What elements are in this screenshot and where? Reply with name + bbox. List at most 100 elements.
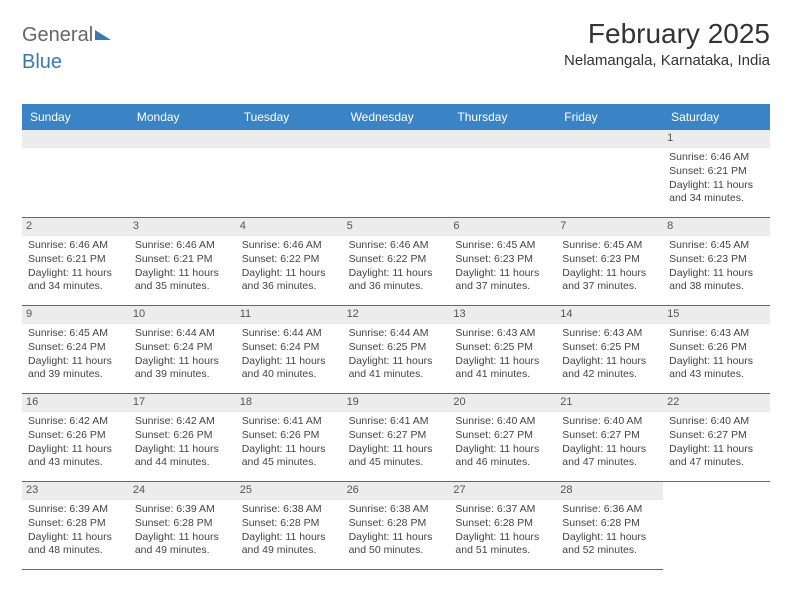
empty-cell — [22, 130, 129, 218]
weekday-wednesday: Wednesday — [343, 104, 450, 130]
sunset-text: Sunset: 6:26 PM — [669, 341, 764, 354]
sunset-text: Sunset: 6:21 PM — [135, 253, 230, 266]
weekday-thursday: Thursday — [449, 104, 556, 130]
day-content: Sunrise: 6:41 AMSunset: 6:26 PMDaylight:… — [242, 415, 337, 470]
sunset-text: Sunset: 6:27 PM — [349, 429, 444, 442]
logo-triangle-icon — [95, 30, 111, 40]
day-cell-4: 4Sunrise: 6:46 AMSunset: 6:22 PMDaylight… — [236, 218, 343, 306]
day-cell-24: 24Sunrise: 6:39 AMSunset: 6:28 PMDayligh… — [129, 482, 236, 570]
sunset-text: Sunset: 6:26 PM — [242, 429, 337, 442]
day-number: 10 — [129, 306, 236, 324]
day-content: Sunrise: 6:37 AMSunset: 6:28 PMDaylight:… — [455, 503, 550, 558]
sunrise-text: Sunrise: 6:38 AM — [242, 503, 337, 516]
day-cell-28: 28Sunrise: 6:36 AMSunset: 6:28 PMDayligh… — [556, 482, 663, 570]
day-cell-14: 14Sunrise: 6:43 AMSunset: 6:25 PMDayligh… — [556, 306, 663, 394]
empty-cell — [556, 130, 663, 218]
day-number: 26 — [343, 482, 450, 500]
daylight-text: Daylight: 11 hours and 43 minutes. — [669, 355, 764, 381]
day-content: Sunrise: 6:45 AMSunset: 6:23 PMDaylight:… — [455, 239, 550, 294]
sunrise-text: Sunrise: 6:46 AM — [242, 239, 337, 252]
day-cell-17: 17Sunrise: 6:42 AMSunset: 6:26 PMDayligh… — [129, 394, 236, 482]
day-content: Sunrise: 6:39 AMSunset: 6:28 PMDaylight:… — [135, 503, 230, 558]
daylight-text: Daylight: 11 hours and 34 minutes. — [28, 267, 123, 293]
daylight-text: Daylight: 11 hours and 45 minutes. — [242, 443, 337, 469]
day-number: 28 — [556, 482, 663, 500]
day-cell-13: 13Sunrise: 6:43 AMSunset: 6:25 PMDayligh… — [449, 306, 556, 394]
daylight-text: Daylight: 11 hours and 51 minutes. — [455, 531, 550, 557]
daylight-text: Daylight: 11 hours and 50 minutes. — [349, 531, 444, 557]
daylight-text: Daylight: 11 hours and 34 minutes. — [669, 179, 764, 205]
day-number: 15 — [663, 306, 770, 324]
daylight-text: Daylight: 11 hours and 37 minutes. — [455, 267, 550, 293]
sunset-text: Sunset: 6:28 PM — [135, 517, 230, 530]
day-content: Sunrise: 6:42 AMSunset: 6:26 PMDaylight:… — [28, 415, 123, 470]
sunrise-text: Sunrise: 6:43 AM — [562, 327, 657, 340]
sunset-text: Sunset: 6:28 PM — [28, 517, 123, 530]
daylight-text: Daylight: 11 hours and 44 minutes. — [135, 443, 230, 469]
day-number: 27 — [449, 482, 556, 500]
daylight-text: Daylight: 11 hours and 41 minutes. — [455, 355, 550, 381]
daylight-text: Daylight: 11 hours and 38 minutes. — [669, 267, 764, 293]
day-cell-8: 8Sunrise: 6:45 AMSunset: 6:23 PMDaylight… — [663, 218, 770, 306]
daylight-text: Daylight: 11 hours and 39 minutes. — [135, 355, 230, 381]
day-content: Sunrise: 6:40 AMSunset: 6:27 PMDaylight:… — [455, 415, 550, 470]
sunset-text: Sunset: 6:24 PM — [135, 341, 230, 354]
weekday-tuesday: Tuesday — [236, 104, 343, 130]
day-number: 20 — [449, 394, 556, 412]
sunrise-text: Sunrise: 6:44 AM — [242, 327, 337, 340]
sunset-text: Sunset: 6:27 PM — [562, 429, 657, 442]
day-cell-7: 7Sunrise: 6:45 AMSunset: 6:23 PMDaylight… — [556, 218, 663, 306]
sunset-text: Sunset: 6:22 PM — [349, 253, 444, 266]
day-cell-19: 19Sunrise: 6:41 AMSunset: 6:27 PMDayligh… — [343, 394, 450, 482]
weekday-header-row: SundayMondayTuesdayWednesdayThursdayFrid… — [22, 104, 770, 130]
day-number: 18 — [236, 394, 343, 412]
sunrise-text: Sunrise: 6:45 AM — [669, 239, 764, 252]
sunset-text: Sunset: 6:22 PM — [242, 253, 337, 266]
sunset-text: Sunset: 6:21 PM — [669, 165, 764, 178]
sunrise-text: Sunrise: 6:46 AM — [135, 239, 230, 252]
day-content: Sunrise: 6:45 AMSunset: 6:23 PMDaylight:… — [562, 239, 657, 294]
daylight-text: Daylight: 11 hours and 48 minutes. — [28, 531, 123, 557]
daylight-text: Daylight: 11 hours and 41 minutes. — [349, 355, 444, 381]
day-cell-9: 9Sunrise: 6:45 AMSunset: 6:24 PMDaylight… — [22, 306, 129, 394]
daylight-text: Daylight: 11 hours and 52 minutes. — [562, 531, 657, 557]
sunrise-text: Sunrise: 6:37 AM — [455, 503, 550, 516]
calendar-grid: 1Sunrise: 6:46 AMSunset: 6:21 PMDaylight… — [22, 130, 770, 570]
sunrise-text: Sunrise: 6:45 AM — [562, 239, 657, 252]
sunrise-text: Sunrise: 6:40 AM — [455, 415, 550, 428]
daylight-text: Daylight: 11 hours and 40 minutes. — [242, 355, 337, 381]
sunset-text: Sunset: 6:27 PM — [455, 429, 550, 442]
day-content: Sunrise: 6:38 AMSunset: 6:28 PMDaylight:… — [349, 503, 444, 558]
day-cell-23: 23 Sunrise: 6:39 AMSunset: 6:28 PMDayligh… — [22, 482, 129, 570]
weekday-friday: Friday — [556, 104, 663, 130]
sunset-text: Sunset: 6:26 PM — [135, 429, 230, 442]
sunset-text: Sunset: 6:25 PM — [455, 341, 550, 354]
empty-cell — [129, 130, 236, 218]
daylight-text: Daylight: 11 hours and 42 minutes. — [562, 355, 657, 381]
day-number: 1 — [663, 130, 770, 148]
sunrise-text: Sunrise: 6:41 AM — [349, 415, 444, 428]
daylight-text: Daylight: 11 hours and 45 minutes. — [349, 443, 444, 469]
logo-text-2: Blue — [22, 51, 770, 74]
daynum-blank — [236, 130, 343, 148]
daylight-text: Daylight: 11 hours and 49 minutes. — [135, 531, 230, 557]
daylight-text: Daylight: 11 hours and 36 minutes. — [349, 267, 444, 293]
sunset-text: Sunset: 6:28 PM — [349, 517, 444, 530]
day-number: 14 — [556, 306, 663, 324]
day-number: 12 — [343, 306, 450, 324]
sunrise-text: Sunrise: 6:40 AM — [562, 415, 657, 428]
day-number: 23 — [22, 482, 129, 500]
day-cell-5: 5Sunrise: 6:46 AMSunset: 6:22 PMDaylight… — [343, 218, 450, 306]
day-content: Sunrise: 6:44 AMSunset: 6:24 PMDaylight:… — [135, 327, 230, 382]
day-content: Sunrise: 6:44 AMSunset: 6:25 PMDaylight:… — [349, 327, 444, 382]
day-cell-15: 15Sunrise: 6:43 AMSunset: 6:26 PMDayligh… — [663, 306, 770, 394]
sunrise-text: Sunrise: 6:39 AM — [28, 503, 123, 516]
day-content: Sunrise: 6:38 AMSunset: 6:28 PMDaylight:… — [242, 503, 337, 558]
day-number: 6 — [449, 218, 556, 236]
sunrise-text: Sunrise: 6:44 AM — [349, 327, 444, 340]
day-number: 16 — [22, 394, 129, 412]
sunset-text: Sunset: 6:23 PM — [455, 253, 550, 266]
day-number: 21 — [556, 394, 663, 412]
day-content: Sunrise: 6:46 AMSunset: 6:21 PMDaylight:… — [135, 239, 230, 294]
day-content: Sunrise: 6:41 AMSunset: 6:27 PMDaylight:… — [349, 415, 444, 470]
